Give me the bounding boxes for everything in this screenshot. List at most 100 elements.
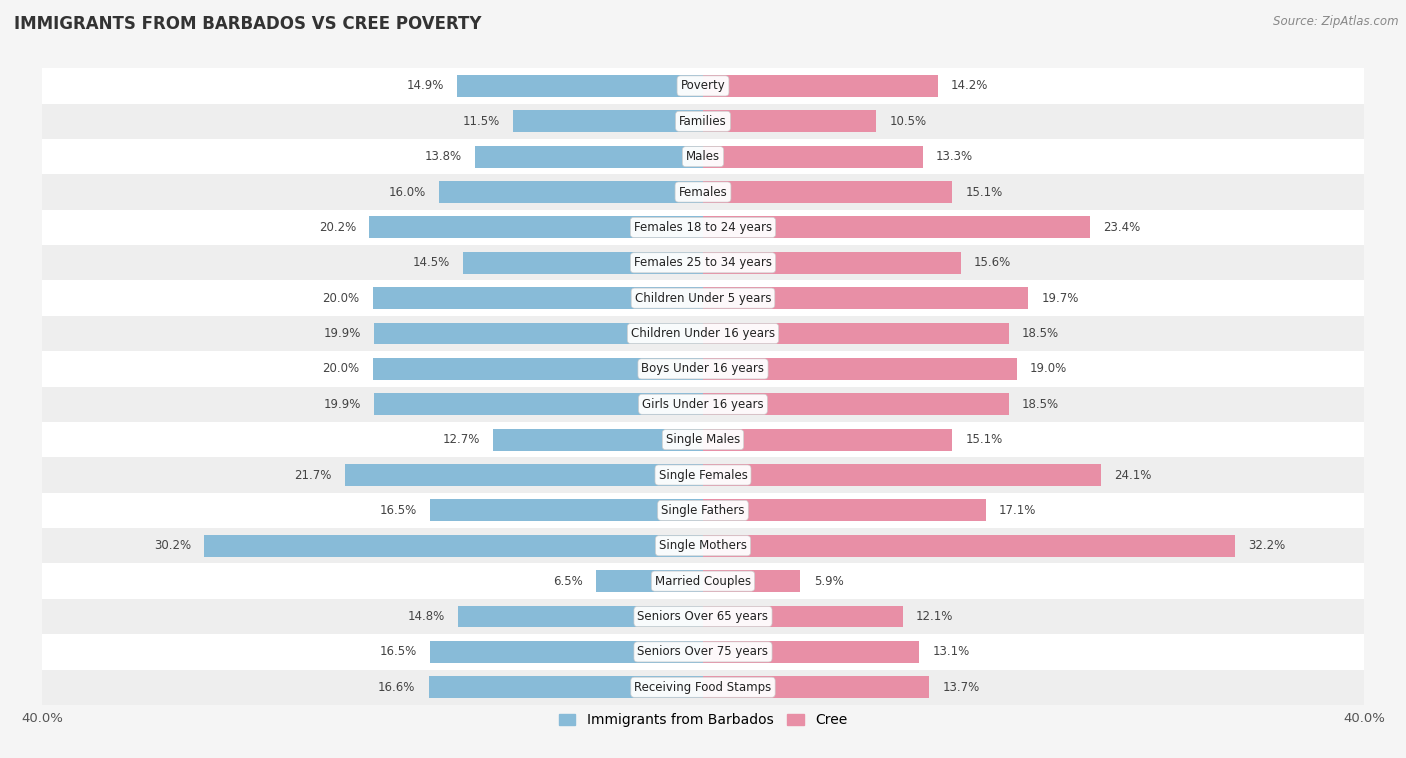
Text: 18.5%: 18.5% bbox=[1022, 327, 1059, 340]
Text: 13.1%: 13.1% bbox=[932, 645, 970, 659]
Legend: Immigrants from Barbados, Cree: Immigrants from Barbados, Cree bbox=[553, 708, 853, 733]
Bar bbox=[703, 606, 903, 628]
Text: Families: Families bbox=[679, 114, 727, 128]
Text: 14.8%: 14.8% bbox=[408, 610, 446, 623]
Bar bbox=[374, 393, 703, 415]
Text: 6.5%: 6.5% bbox=[553, 575, 582, 587]
Bar bbox=[703, 393, 1008, 415]
Bar bbox=[703, 429, 952, 450]
Text: Children Under 5 years: Children Under 5 years bbox=[634, 292, 772, 305]
Bar bbox=[703, 111, 876, 132]
Bar bbox=[42, 351, 1364, 387]
Bar bbox=[457, 75, 703, 97]
Bar bbox=[703, 217, 1090, 238]
Text: 12.7%: 12.7% bbox=[443, 433, 479, 446]
Bar bbox=[464, 252, 703, 274]
Bar bbox=[703, 570, 800, 592]
Bar bbox=[703, 535, 1234, 556]
Text: 13.8%: 13.8% bbox=[425, 150, 461, 163]
Text: 17.1%: 17.1% bbox=[998, 504, 1036, 517]
Text: 16.0%: 16.0% bbox=[388, 186, 426, 199]
Text: Source: ZipAtlas.com: Source: ZipAtlas.com bbox=[1274, 15, 1399, 28]
Text: 24.1%: 24.1% bbox=[1115, 468, 1152, 481]
Text: Males: Males bbox=[686, 150, 720, 163]
Bar bbox=[703, 181, 952, 203]
Bar bbox=[42, 316, 1364, 351]
Bar bbox=[42, 280, 1364, 316]
Text: 14.5%: 14.5% bbox=[413, 256, 450, 269]
Text: Seniors Over 75 years: Seniors Over 75 years bbox=[637, 645, 769, 659]
Bar bbox=[703, 500, 986, 522]
Text: 16.5%: 16.5% bbox=[380, 645, 418, 659]
Text: 20.2%: 20.2% bbox=[319, 221, 356, 234]
Text: Girls Under 16 years: Girls Under 16 years bbox=[643, 398, 763, 411]
Text: 15.1%: 15.1% bbox=[966, 186, 1002, 199]
Bar bbox=[42, 387, 1364, 422]
Text: Females 25 to 34 years: Females 25 to 34 years bbox=[634, 256, 772, 269]
Text: Single Females: Single Females bbox=[658, 468, 748, 481]
Text: Seniors Over 65 years: Seniors Over 65 years bbox=[637, 610, 769, 623]
Text: 32.2%: 32.2% bbox=[1249, 539, 1285, 553]
Text: Boys Under 16 years: Boys Under 16 years bbox=[641, 362, 765, 375]
Bar bbox=[42, 493, 1364, 528]
Text: 11.5%: 11.5% bbox=[463, 114, 499, 128]
Bar bbox=[42, 457, 1364, 493]
Text: 14.2%: 14.2% bbox=[950, 80, 988, 92]
Bar bbox=[42, 210, 1364, 245]
Bar bbox=[475, 146, 703, 168]
Bar bbox=[458, 606, 703, 628]
Bar bbox=[42, 139, 1364, 174]
Bar bbox=[373, 287, 703, 309]
Bar bbox=[42, 563, 1364, 599]
Text: Single Fathers: Single Fathers bbox=[661, 504, 745, 517]
Bar bbox=[344, 464, 703, 486]
Text: 15.1%: 15.1% bbox=[966, 433, 1002, 446]
Bar bbox=[42, 245, 1364, 280]
Text: 15.6%: 15.6% bbox=[974, 256, 1011, 269]
Text: Children Under 16 years: Children Under 16 years bbox=[631, 327, 775, 340]
Bar bbox=[430, 641, 703, 662]
Bar bbox=[703, 323, 1008, 344]
Text: 20.0%: 20.0% bbox=[322, 292, 360, 305]
Text: 19.7%: 19.7% bbox=[1042, 292, 1078, 305]
Text: 16.5%: 16.5% bbox=[380, 504, 418, 517]
Bar bbox=[513, 111, 703, 132]
Text: Single Mothers: Single Mothers bbox=[659, 539, 747, 553]
Bar bbox=[703, 464, 1101, 486]
Bar bbox=[374, 323, 703, 344]
Text: 10.5%: 10.5% bbox=[890, 114, 927, 128]
Text: Females: Females bbox=[679, 186, 727, 199]
Bar bbox=[204, 535, 703, 556]
Bar bbox=[703, 287, 1028, 309]
Text: Females 18 to 24 years: Females 18 to 24 years bbox=[634, 221, 772, 234]
Bar bbox=[430, 500, 703, 522]
Bar bbox=[42, 422, 1364, 457]
Bar bbox=[703, 75, 938, 97]
Bar bbox=[42, 528, 1364, 563]
Text: 23.4%: 23.4% bbox=[1102, 221, 1140, 234]
Bar bbox=[703, 252, 960, 274]
Text: 12.1%: 12.1% bbox=[917, 610, 953, 623]
Bar bbox=[42, 634, 1364, 669]
Bar bbox=[703, 676, 929, 698]
Text: 19.9%: 19.9% bbox=[323, 398, 361, 411]
Bar bbox=[42, 599, 1364, 634]
Bar bbox=[42, 669, 1364, 705]
Bar bbox=[703, 358, 1017, 380]
Bar bbox=[494, 429, 703, 450]
Bar bbox=[373, 358, 703, 380]
Bar bbox=[42, 104, 1364, 139]
Text: Married Couples: Married Couples bbox=[655, 575, 751, 587]
Bar bbox=[370, 217, 703, 238]
Text: 18.5%: 18.5% bbox=[1022, 398, 1059, 411]
Text: 19.0%: 19.0% bbox=[1031, 362, 1067, 375]
Text: Single Males: Single Males bbox=[666, 433, 740, 446]
Text: 19.9%: 19.9% bbox=[323, 327, 361, 340]
Bar bbox=[596, 570, 703, 592]
Bar bbox=[42, 174, 1364, 210]
Bar bbox=[703, 641, 920, 662]
Text: 14.9%: 14.9% bbox=[406, 80, 444, 92]
Text: 13.7%: 13.7% bbox=[942, 681, 980, 694]
Text: Poverty: Poverty bbox=[681, 80, 725, 92]
Text: Receiving Food Stamps: Receiving Food Stamps bbox=[634, 681, 772, 694]
